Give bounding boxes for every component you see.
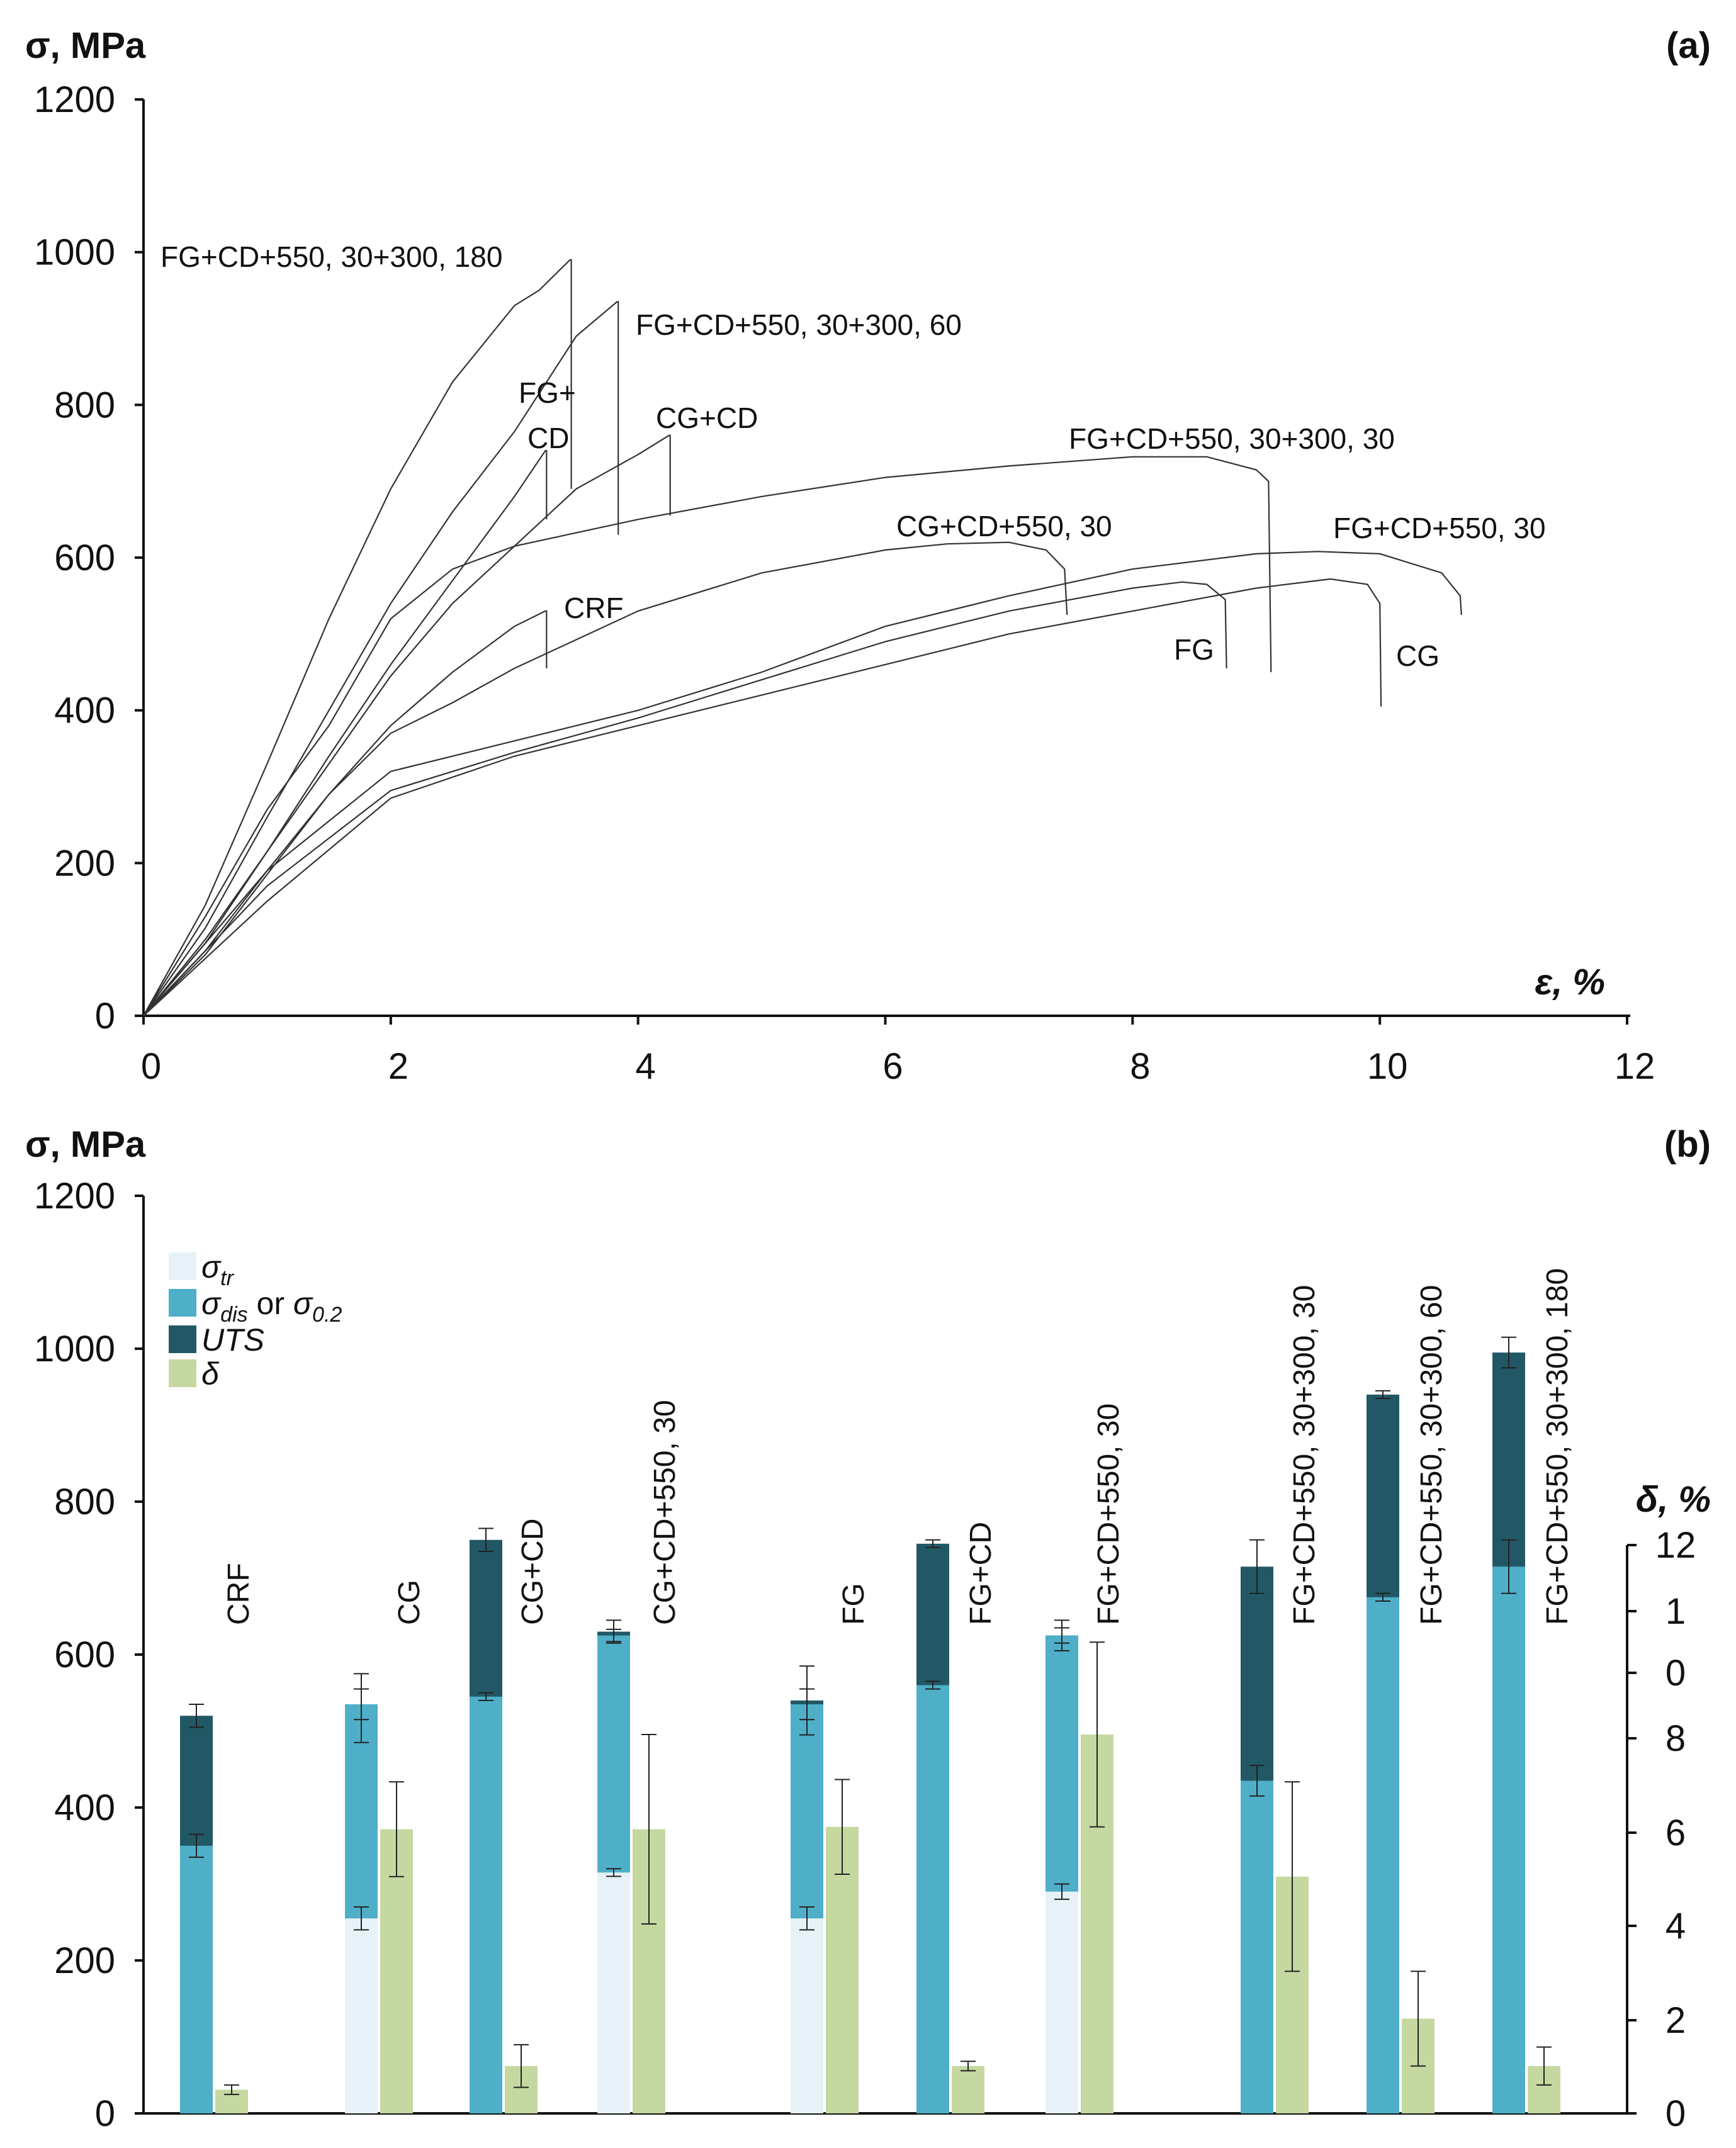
label-fg-cd-line1: FG+	[519, 376, 576, 409]
label-fg-cd-550-30-300-180: FG+CD+550, 30+300, 180	[161, 240, 502, 273]
panel-b-legend: σtr σdis or σ0.2 UTS δ	[169, 1249, 342, 1392]
label-fg-cd-line2: CD	[527, 422, 569, 454]
panel-b-y2-tick-label: 0	[1666, 2093, 1686, 2134]
panel-b-y2-tick-label: 1	[1666, 1591, 1686, 1632]
curve-crf	[143, 610, 548, 1016]
category-label-fg-cd: FG+CD	[964, 1522, 998, 1625]
legend-swatch-sigma-dis	[169, 1289, 196, 1317]
panel-b-y-axis-label: σ, MPa	[25, 1124, 146, 1165]
panel-b-y-tick-label: 800	[54, 1482, 115, 1522]
bar-delta-fg-cd	[952, 2066, 984, 2113]
panel-a-y-tick-label: 1000	[34, 232, 115, 273]
category-label-cg-cd-550-30: CG+CD+550, 30	[648, 1400, 682, 1625]
curve-fg-cd-550-30-300-180	[143, 259, 572, 1016]
curve-fg-cd	[143, 449, 548, 1016]
panel-a-x-tick-label: 6	[882, 1046, 903, 1087]
panel-b-y-tick-label: 400	[54, 1787, 115, 1828]
panel-a-x-tick-label: 4	[636, 1046, 656, 1087]
label-fg: FG	[1174, 633, 1214, 666]
panel-b-y-tick-label: 1200	[34, 1176, 115, 1217]
panel-b-y2-tick-label: 4	[1666, 1906, 1686, 1947]
curve-fg-cd-550-30-300-30	[143, 456, 1272, 1016]
category-label-fg-cd-550-30-300-60: FG+CD+550, 30+300, 60	[1415, 1285, 1448, 1625]
curve-fg-cd-550-30-300-60	[143, 301, 619, 1016]
panel-b-y-tick-label: 0	[95, 2093, 115, 2134]
bar-sigma-tr-fg	[791, 1918, 823, 2113]
panel-a-x-tick-label: 10	[1367, 1046, 1408, 1087]
label-fg-cd-550-30-300-60: FG+CD+550, 30+300, 60	[636, 308, 962, 341]
panel-a-x-tick-label: 2	[388, 1046, 409, 1087]
curve-cg-cd	[143, 434, 671, 1016]
category-label-fg-cd-550-30-300-180: FG+CD+550, 30+300, 180	[1541, 1268, 1574, 1625]
panel-a-curves	[143, 259, 1462, 1016]
label-fg-cd-550-30-300-30: FG+CD+550, 30+300, 30	[1069, 422, 1395, 455]
panel-b-y-tick-label: 1000	[34, 1329, 115, 1369]
legend-swatch-delta	[169, 1359, 196, 1387]
panel-a-y-tick-label: 600	[54, 537, 115, 578]
panel-a-curve-labels: FG+CD+550, 30+300, 180 FG+CD+550, 30+300…	[161, 240, 1546, 672]
category-label-cg: CG	[393, 1580, 426, 1625]
panel-b-y2-tick-label: 2	[1666, 2000, 1686, 2041]
legend-label-sigma-tr: σtr	[201, 1249, 235, 1290]
panel-b-y2-tick-label: 0	[1666, 1653, 1686, 1694]
bar-sigma-dis-cg-cd	[470, 1696, 502, 2113]
category-label-cg-cd: CG+CD	[516, 1519, 550, 1625]
panel-b-bars	[180, 1336, 1560, 2113]
label-fg-cd-550-30: FG+CD+550, 30	[1333, 512, 1546, 544]
panel-b-y-tick-label: 600	[54, 1634, 115, 1675]
category-label-fg-cd-550-30-300-30: FG+CD+550, 30+300, 30	[1288, 1285, 1321, 1625]
curve-fg-cd-550-30	[143, 551, 1462, 1016]
curve-cg	[143, 578, 1382, 1016]
panel-a-y-tick-label: 400	[54, 690, 115, 731]
panel-b-y2-tick-label: 8	[1666, 1718, 1686, 1759]
panel-a-line-chart: σ, MPa (a) ε, % 0 200 400 600 800 1000 1200 0 2 4…	[25, 25, 1711, 1087]
bar-sigma-dis-fg-cd-550-30-300-180	[1492, 1566, 1525, 2113]
panel-a-x-tick-label: 0	[141, 1046, 161, 1087]
panel-a-x-tick-label: 8	[1130, 1046, 1150, 1087]
curve-cg-cd-550-30	[143, 541, 1068, 1016]
bar-sigma-tr-cg	[345, 1918, 378, 2113]
label-cg-cd: CG+CD	[656, 402, 758, 434]
bar-sigma-tr-cg-cd-550-30	[597, 1872, 630, 2113]
panel-a-y-tick-label: 800	[54, 385, 115, 425]
panel-a-x-tick-label: 12	[1615, 1046, 1655, 1087]
category-label-fg-cd-550-30: FG+CD+550, 30	[1092, 1403, 1125, 1625]
panel-a-y-tick-label: 200	[54, 843, 115, 884]
legend-swatch-uts	[169, 1325, 196, 1353]
bar-sigma-dis-fg-cd	[916, 1685, 949, 2113]
legend-label-delta: δ	[201, 1356, 220, 1392]
category-label-crf: CRF	[222, 1563, 256, 1625]
bar-sigma-tr-fg-cd-550-30	[1046, 1891, 1078, 2113]
label-cg: CG	[1396, 639, 1440, 672]
panel-b-y-tick-label: 200	[54, 1940, 115, 1981]
label-cg-cd-550-30: CG+CD+550, 30	[896, 510, 1112, 543]
panel-a-y-tick-label: 1200	[34, 79, 115, 120]
category-label-fg: FG	[837, 1583, 871, 1625]
bar-sigma-dis-fg-cd-550-30-300-30	[1241, 1780, 1273, 2113]
panel-a-x-axis-label: ε, %	[1535, 962, 1605, 1003]
panel-a-label: (a)	[1666, 25, 1711, 66]
legend-label-sigma-dis: σdis or σ0.2	[201, 1286, 342, 1327]
bar-sigma-dis-fg-cd-550-30-300-60	[1367, 1597, 1399, 2113]
panel-b-bar-chart: σ, MPa (b) δ, % 0 200 400 600 800 1000 1200 0 2 4…	[25, 1124, 1711, 2134]
panel-b-y2-tick-label: 12	[1655, 1525, 1696, 1566]
panel-a-y-tick-label: 0	[95, 996, 115, 1037]
panel-b-ticks: 0 200 400 600 800 1000 1200 0 2 4 6 8 0 1 12	[34, 1176, 1696, 2134]
panel-a-ticks: 0 200 400 600 800 1000 1200 0 2 4 6 8 10 12	[34, 79, 1655, 1087]
bar-sigma-dis-crf	[180, 1845, 213, 2113]
panel-b-category-labels: CRF CG CG+CD CG+CD+550, 30 FG FG+CD FG+CD+550,…	[222, 1268, 1574, 1625]
panel-b-y2-tick-label: 6	[1666, 1813, 1686, 1853]
label-crf: CRF	[564, 592, 624, 624]
curve-fg	[143, 581, 1227, 1016]
panel-b-y2-axis-label: δ, %	[1636, 1479, 1711, 1520]
legend-swatch-sigma-tr	[169, 1252, 196, 1280]
legend-label-uts: UTS	[201, 1322, 264, 1358]
panel-b-label: (b)	[1664, 1124, 1711, 1165]
panel-a-y-axis-label: σ, MPa	[25, 25, 146, 66]
